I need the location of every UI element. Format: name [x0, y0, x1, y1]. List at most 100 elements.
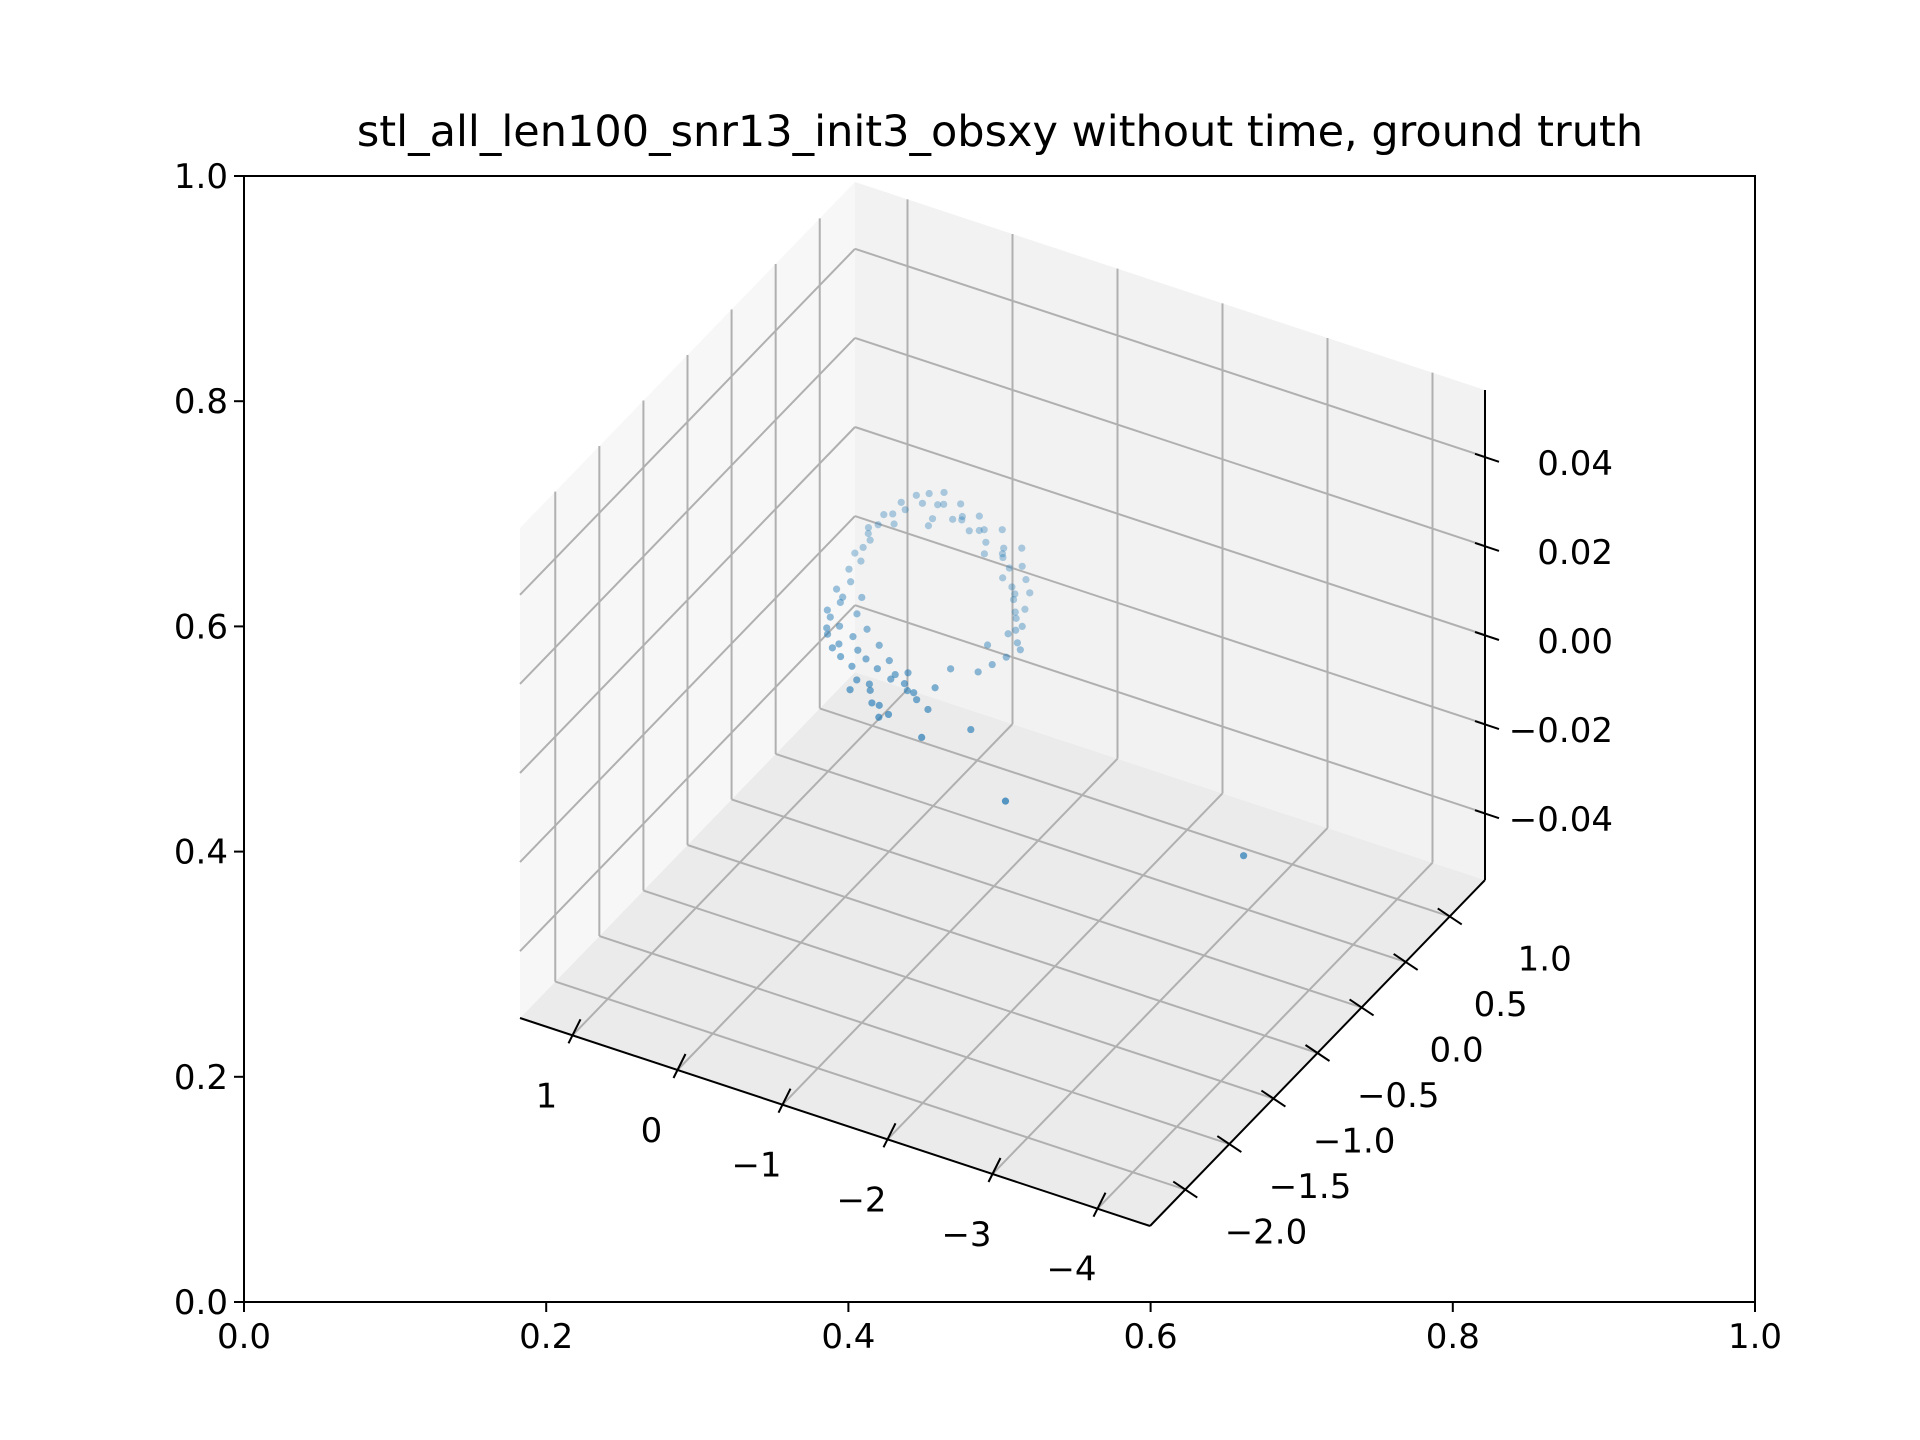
y-tick-label: 0.0 — [1430, 1030, 1484, 1070]
grid-line-y-floor — [599, 935, 1230, 1146]
scatter-point — [1004, 630, 1012, 638]
scatter-point — [982, 538, 990, 546]
scatter-point — [874, 521, 882, 529]
scatter-point — [887, 675, 895, 683]
scatter-point — [958, 516, 966, 524]
scatter-point — [903, 687, 911, 695]
scatter-points — [823, 488, 1248, 860]
scatter-point — [835, 640, 843, 648]
scatter-point — [928, 515, 937, 523]
scatter-point — [980, 526, 988, 534]
scatter-point — [857, 557, 865, 565]
scatter-point — [918, 733, 926, 741]
scatter-point — [1021, 605, 1029, 613]
scatter-point — [1018, 544, 1026, 552]
x-tick-label: 0 — [641, 1111, 663, 1151]
z-tick-label: −0.02 — [1509, 711, 1613, 751]
y-tick-label: 1.0 — [1518, 939, 1572, 979]
grid-line-y-floor — [554, 980, 1186, 1191]
x-tick-label: −2 — [836, 1180, 886, 1220]
grid-line-z-left — [519, 515, 856, 863]
scatter-point — [1240, 852, 1248, 860]
scatter-point — [931, 684, 939, 692]
scatter-point — [1022, 575, 1030, 584]
x-tick-mark — [777, 1088, 792, 1114]
scatter-point — [980, 550, 988, 558]
scatter-point — [862, 655, 870, 663]
scatter-point — [836, 652, 845, 661]
y-tick-label: 0.4 — [174, 833, 228, 873]
x-tick-label: 1 — [536, 1076, 558, 1116]
axes-2d: 0.0 0.2 0.4 0.6 0.8 1.0 0.0 0.2 0.4 0.6 0.8 1.0 — [174, 157, 1782, 1357]
y-tick-label: 1.0 — [174, 157, 228, 197]
y-tick-label: 0.2 — [174, 1058, 228, 1098]
scatter-point — [1012, 626, 1020, 634]
scatter-point — [1008, 583, 1016, 591]
chart-title: stl_all_len100_snr13_init3_obsxy without… — [357, 107, 1643, 157]
scatter-point — [901, 506, 909, 514]
z-tick-label: −0.04 — [1509, 800, 1613, 840]
scatter-point — [1018, 562, 1026, 570]
scatter-point — [858, 593, 866, 602]
z-tick-mark — [1474, 631, 1500, 641]
scatter-point — [912, 491, 920, 499]
scatter-point — [924, 522, 933, 530]
scatter-point — [913, 696, 921, 704]
scatter-point — [868, 699, 876, 707]
scatter-point — [854, 646, 862, 654]
scatter-point — [999, 553, 1007, 562]
x-tick-mark — [987, 1157, 1002, 1183]
scatter-point — [875, 713, 883, 721]
y-tick-mark — [1393, 953, 1419, 971]
scatter-point — [1000, 544, 1008, 552]
scatter-point — [849, 633, 857, 641]
y-tick-label: −1.0 — [1313, 1122, 1396, 1162]
grid-line-z-left — [519, 337, 856, 685]
grid-line-z-left — [519, 426, 856, 774]
scatter-point — [975, 512, 983, 520]
y-tick-mark — [1216, 1135, 1242, 1153]
scatter-point — [1018, 622, 1026, 630]
scatter-point — [934, 501, 942, 509]
scatter-point — [988, 660, 996, 669]
grid-line-z-back — [854, 515, 1486, 726]
scatter-point — [1001, 797, 1010, 805]
scatter-point — [863, 625, 871, 633]
z-tick-label: 0.00 — [1537, 622, 1613, 662]
scatter-point — [836, 598, 844, 607]
scatter-point — [864, 529, 872, 538]
x-tick-label: −3 — [941, 1215, 991, 1255]
scatter-point — [1016, 646, 1024, 654]
x-tick-label: 0.6 — [1124, 1317, 1178, 1357]
x-tick-label: −1 — [731, 1146, 781, 1186]
scatter-point — [983, 641, 992, 649]
grid-line-y-floor — [731, 798, 1362, 1009]
scatter-point — [835, 622, 844, 630]
scatter-point — [846, 686, 854, 694]
x-tick-mark — [882, 1122, 897, 1148]
x-tick-label: 0.2 — [519, 1317, 573, 1357]
axes-2d-x-ticks: 0.0 0.2 0.4 0.6 0.8 1.0 — [217, 1302, 1782, 1357]
scatter-point — [826, 613, 834, 621]
scatter-point — [865, 680, 873, 688]
scatter-point — [866, 536, 874, 544]
scatter-point — [900, 680, 909, 688]
y-tick-label: 0.5 — [1474, 985, 1528, 1025]
z-tick-label: 0.04 — [1537, 444, 1613, 484]
scatter-point — [875, 641, 883, 649]
scatter-point — [873, 665, 881, 673]
scatter-point — [823, 624, 831, 632]
scatter-point — [1002, 653, 1010, 661]
scatter-point — [823, 606, 831, 614]
scatter-point — [949, 515, 957, 523]
x-tick-mark — [567, 1018, 582, 1044]
x-tick-label: −4 — [1046, 1250, 1096, 1290]
grid-line-y-floor — [775, 752, 1406, 963]
scatter-point — [1026, 589, 1034, 597]
scatter-point — [967, 725, 975, 734]
scatter-point — [1012, 614, 1020, 622]
z-tick-mark — [1474, 541, 1500, 552]
axes-3d-ticks: −4 −3 −2 −1 0 1 −2.0 −1.5 −1.0 −0.5 0.0 0.5 1.0 −0.04… — [536, 444, 1613, 1290]
x-tick-mark — [1092, 1192, 1107, 1218]
